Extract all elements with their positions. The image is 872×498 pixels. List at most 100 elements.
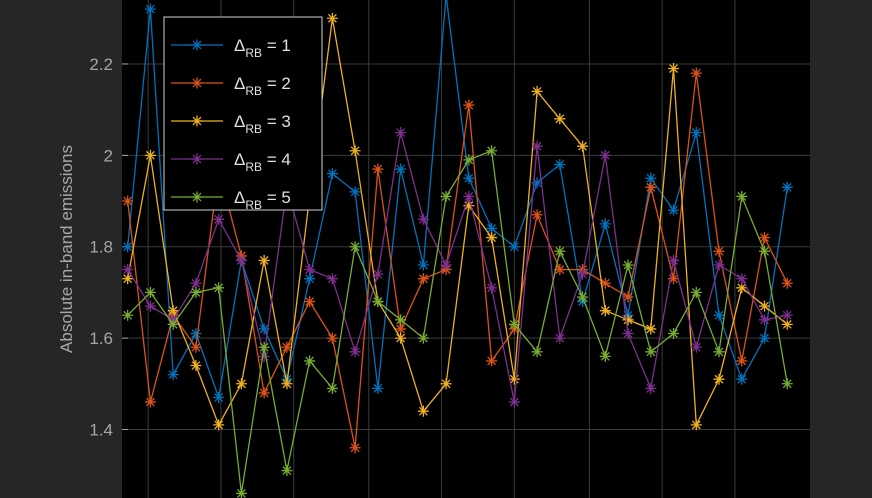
data-point-marker — [622, 291, 634, 303]
data-point-marker — [417, 332, 429, 344]
data-point-marker — [304, 264, 316, 276]
y-tick-label: 2.2 — [89, 55, 113, 74]
data-point-marker — [122, 195, 134, 207]
data-point-marker — [668, 273, 680, 285]
asterisk-shape — [190, 360, 202, 372]
data-point-marker — [190, 341, 202, 353]
data-point-marker — [486, 222, 498, 234]
legend-label: ΔRB = 4 — [234, 150, 291, 174]
asterisk-shape — [304, 296, 316, 308]
asterisk-shape — [395, 163, 407, 175]
data-point-marker — [690, 126, 702, 138]
data-point-marker — [372, 163, 384, 175]
asterisk-shape — [736, 282, 748, 294]
asterisk-shape — [349, 186, 361, 198]
asterisk-shape — [531, 140, 543, 152]
data-point-marker — [417, 273, 429, 285]
data-point-marker — [759, 300, 771, 312]
asterisk-shape — [577, 291, 589, 303]
data-point-marker — [668, 254, 680, 266]
asterisk-shape — [668, 273, 680, 285]
asterisk-shape — [599, 277, 611, 289]
data-point-marker — [645, 323, 657, 335]
asterisk-shape — [486, 222, 498, 234]
asterisk-shape — [417, 405, 429, 417]
series-4 — [122, 126, 793, 408]
asterisk-shape — [326, 168, 338, 180]
asterisk-shape — [690, 126, 702, 138]
data-point-marker — [235, 487, 247, 498]
data-point-marker — [713, 373, 725, 385]
asterisk-shape — [235, 487, 247, 498]
series-line — [127, 131, 788, 403]
asterisk-shape — [599, 218, 611, 230]
asterisk-shape — [713, 259, 725, 271]
series-line — [127, 72, 788, 449]
data-point-marker — [577, 291, 589, 303]
asterisk-shape — [372, 163, 384, 175]
asterisk-shape — [167, 369, 179, 381]
asterisk-shape — [486, 282, 498, 294]
data-point-marker — [599, 149, 611, 161]
data-point-marker — [167, 369, 179, 381]
data-point-marker — [690, 341, 702, 353]
asterisk-shape — [191, 39, 203, 51]
series-line — [127, 0, 788, 399]
asterisk-shape — [713, 245, 725, 257]
data-point-marker — [690, 286, 702, 298]
data-point-marker — [668, 328, 680, 340]
data-point-marker — [258, 350, 270, 362]
data-point-marker — [144, 300, 156, 312]
data-point-marker — [531, 346, 543, 358]
asterisk-shape — [395, 323, 407, 335]
data-point-marker — [372, 296, 384, 308]
asterisk-shape — [213, 419, 225, 431]
asterisk-shape — [417, 213, 429, 225]
asterisk-shape — [326, 382, 338, 394]
data-point-marker — [690, 67, 702, 79]
data-point-marker — [463, 172, 475, 184]
asterisk-shape — [645, 382, 657, 394]
asterisk-shape — [281, 341, 293, 353]
data-point-marker — [577, 268, 589, 280]
data-point-marker — [554, 158, 566, 170]
y-tick-label: 2 — [104, 146, 113, 165]
data-point-marker — [736, 355, 748, 367]
data-point-marker — [554, 113, 566, 125]
asterisk-shape — [395, 314, 407, 326]
asterisk-shape — [122, 273, 134, 285]
data-point-marker — [463, 99, 475, 111]
data-point-marker — [122, 241, 134, 253]
asterisk-shape — [690, 286, 702, 298]
asterisk-shape — [191, 191, 203, 203]
data-point-marker — [304, 355, 316, 367]
asterisk-shape — [508, 318, 520, 330]
data-point-marker — [167, 305, 179, 317]
asterisk-shape — [486, 355, 498, 367]
data-point-marker — [599, 218, 611, 230]
legend-label: ΔRB = 1 — [234, 36, 291, 60]
asterisk-shape — [144, 149, 156, 161]
data-point-marker — [122, 264, 134, 276]
asterisk-shape — [622, 291, 634, 303]
asterisk-shape — [122, 264, 134, 276]
asterisk-shape — [281, 465, 293, 477]
data-point-marker — [645, 382, 657, 394]
data-point-marker — [417, 213, 429, 225]
data-point-marker — [372, 268, 384, 280]
data-point-marker — [326, 12, 338, 24]
asterisk-shape — [463, 99, 475, 111]
asterisk-shape — [486, 232, 498, 244]
data-point-marker — [281, 465, 293, 477]
series-3 — [122, 12, 793, 431]
data-point-marker — [622, 259, 634, 271]
asterisk-shape — [144, 3, 156, 15]
asterisk-shape — [645, 346, 657, 358]
data-point-marker — [713, 259, 725, 271]
data-point-marker — [326, 332, 338, 344]
data-point-marker — [122, 309, 134, 321]
asterisk-shape — [281, 378, 293, 390]
asterisk-shape — [258, 350, 270, 362]
asterisk-shape — [191, 77, 203, 89]
asterisk-shape — [463, 200, 475, 212]
